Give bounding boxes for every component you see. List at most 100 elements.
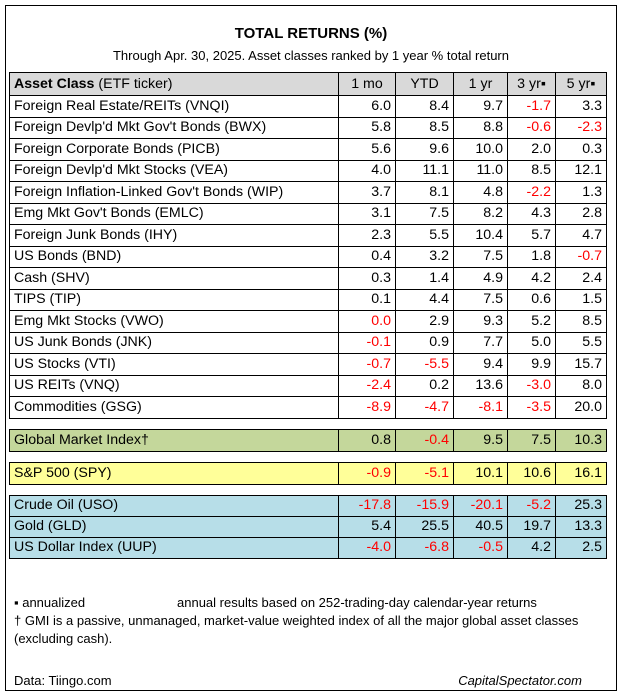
spacer-row — [9, 417, 607, 430]
value-cell-1mo: 2.3 — [338, 224, 396, 247]
value-cell-1mo: 5.6 — [338, 138, 396, 161]
asset-name-cell: US REITs (VNQ) — [9, 374, 339, 397]
value-cell-1yr: 10.0 — [453, 138, 508, 161]
value-cell-1mo: -8.9 — [338, 396, 396, 419]
value-cell-1mo: -0.9 — [338, 461, 396, 485]
table-row: US Bonds (BND) 0.4 3.2 7.5 1.8 -0.7 — [9, 245, 607, 268]
table-row: US Junk Bonds (JNK) -0.1 0.9 7.7 5.0 5.5 — [9, 331, 607, 354]
value-cell-1yr: 9.5 — [453, 428, 508, 452]
value-cell-1yr: 13.6 — [453, 374, 508, 397]
table-title: TOTAL RETURNS (%) — [234, 25, 388, 42]
table-row: Foreign Devlp'd Mkt Gov't Bonds (BWX) 5.8… — [9, 116, 607, 139]
table-row: Foreign Junk Bonds (IHY) 2.3 5.5 10.4 5.7 4.7 — [9, 224, 607, 247]
asset-name-cell: Emg Mkt Gov't Bonds (EMLC) — [9, 202, 339, 225]
value-cell-1yr: 9.4 — [453, 353, 508, 376]
commodity-row: Crude Oil (USO) -17.8 -15.9 -20.1 -5.2 25.3 — [9, 494, 607, 517]
header-asset-class-bold: Asset Class — [14, 75, 95, 92]
value-cell-1yr: 11.0 — [453, 159, 508, 182]
spacer-cell — [9, 483, 607, 496]
value-cell-3yr: -1.7 — [507, 95, 556, 118]
value-cell-ytd: 7.5 — [395, 202, 454, 225]
value-cell-3yr: -2.2 — [507, 181, 556, 204]
asset-name-cell: Foreign Devlp'd Mkt Stocks (VEA) — [9, 159, 339, 182]
value-cell-1yr: 7.5 — [453, 245, 508, 268]
value-cell-1yr: 4.9 — [453, 267, 508, 290]
header-5yr: 5 yr▪ — [555, 72, 607, 96]
spacer-cell — [9, 417, 607, 430]
asset-name-cell: US Dollar Index (UUP) — [9, 536, 339, 559]
value-cell-5yr: 8.5 — [555, 310, 607, 333]
value-cell-1mo: 5.4 — [338, 515, 396, 538]
value-cell-ytd: 0.2 — [395, 374, 454, 397]
value-cell-ytd: 0.9 — [395, 331, 454, 354]
value-cell-5yr: 1.5 — [555, 288, 607, 311]
value-cell-3yr: 1.8 — [507, 245, 556, 268]
value-cell-3yr: -0.6 — [507, 116, 556, 139]
table-row: TIPS (TIP) 0.1 4.4 7.5 0.6 1.5 — [9, 288, 607, 311]
value-cell-3yr: -3.0 — [507, 374, 556, 397]
value-cell-3yr: 7.5 — [507, 428, 556, 452]
gmi-row: Global Market Index† 0.8 -0.4 9.5 7.5 10.3 — [9, 428, 607, 452]
value-cell-1yr: 4.8 — [453, 181, 508, 204]
asset-name-cell: TIPS (TIP) — [9, 288, 339, 311]
value-cell-3yr: 5.2 — [507, 310, 556, 333]
table-subtitle: Through Apr. 30, 2025. Asset classes ran… — [112, 48, 509, 63]
value-cell-5yr: 5.5 — [555, 331, 607, 354]
value-cell-3yr: 0.6 — [507, 288, 556, 311]
value-cell-ytd: 25.5 — [395, 515, 454, 538]
table-row: US REITs (VNQ) -2.4 0.2 13.6 -3.0 8.0 — [9, 374, 607, 397]
value-cell-1yr: 10.4 — [453, 224, 508, 247]
value-cell-3yr: -5.2 — [507, 494, 556, 517]
note-annual-results: annual results based on 252-trading-day … — [177, 595, 537, 610]
value-cell-1yr: -8.1 — [453, 396, 508, 419]
value-cell-1mo: 0.0 — [338, 310, 396, 333]
asset-name-cell: Global Market Index† — [9, 428, 339, 452]
asset-name-cell: Foreign Devlp'd Mkt Gov't Bonds (BWX) — [9, 116, 339, 139]
value-cell-1yr: -0.5 — [453, 536, 508, 559]
value-cell-3yr: -3.5 — [507, 396, 556, 419]
value-cell-3yr: 8.5 — [507, 159, 556, 182]
value-cell-5yr: 16.1 — [555, 461, 607, 485]
asset-name-cell: Commodities (GSG) — [9, 396, 339, 419]
value-cell-3yr: 10.6 — [507, 461, 556, 485]
value-cell-1yr: 40.5 — [453, 515, 508, 538]
value-cell-1mo: 5.8 — [338, 116, 396, 139]
table-row: Foreign Devlp'd Mkt Stocks (VEA) 4.0 11.1 1… — [9, 159, 607, 182]
header-ytd: YTD — [395, 72, 454, 96]
value-cell-3yr: 5.7 — [507, 224, 556, 247]
asset-name-cell: Foreign Corporate Bonds (PICB) — [9, 138, 339, 161]
commodity-row: Gold (GLD) 5.4 25.5 40.5 19.7 13.3 — [9, 515, 607, 538]
value-cell-ytd: 1.4 — [395, 267, 454, 290]
value-cell-1yr: 10.1 — [453, 461, 508, 485]
value-cell-5yr: 2.5 — [555, 536, 607, 559]
value-cell-3yr: 4.2 — [507, 536, 556, 559]
data-source: Data: Tiingo.com — [14, 673, 112, 688]
table-row: Commodities (GSG) -8.9 -4.7 -8.1 -3.5 20.0 — [9, 396, 607, 419]
table-header-row: Asset Class (ETF ticker) 1 mo YTD 1 yr 3… — [9, 72, 607, 96]
table-row: Foreign Real Estate/REITs (VNQI) 6.0 8.4 9.… — [9, 95, 607, 118]
asset-name-cell: Cash (SHV) — [9, 267, 339, 290]
value-cell-3yr: 2.0 — [507, 138, 556, 161]
value-cell-5yr: 25.3 — [555, 494, 607, 517]
value-cell-ytd: -5.1 — [395, 461, 454, 485]
value-cell-ytd: 9.6 — [395, 138, 454, 161]
value-cell-1yr: 8.8 — [453, 116, 508, 139]
table-row: Emg Mkt Gov't Bonds (EMLC) 3.1 7.5 8.2 4.3 2.… — [9, 202, 607, 225]
value-cell-1mo: 3.1 — [338, 202, 396, 225]
value-cell-1yr: 8.2 — [453, 202, 508, 225]
asset-name-cell: US Stocks (VTI) — [9, 353, 339, 376]
value-cell-ytd: 5.5 — [395, 224, 454, 247]
value-cell-1yr: -20.1 — [453, 494, 508, 517]
value-cell-5yr: 20.0 — [555, 396, 607, 419]
asset-name-cell: S&P 500 (SPY) — [9, 461, 339, 485]
value-cell-ytd: 4.4 — [395, 288, 454, 311]
header-3yr: 3 yr▪ — [507, 72, 556, 96]
value-cell-1mo: 3.7 — [338, 181, 396, 204]
value-cell-1mo: -17.8 — [338, 494, 396, 517]
value-cell-1mo: 4.0 — [338, 159, 396, 182]
returns-table-panel: TOTAL RETURNS (%) Through Apr. 30, 2025.… — [5, 5, 617, 691]
header-1yr: 1 yr — [453, 72, 508, 96]
value-cell-5yr: 2.4 — [555, 267, 607, 290]
value-cell-ytd: 8.1 — [395, 181, 454, 204]
value-cell-5yr: -0.7 — [555, 245, 607, 268]
